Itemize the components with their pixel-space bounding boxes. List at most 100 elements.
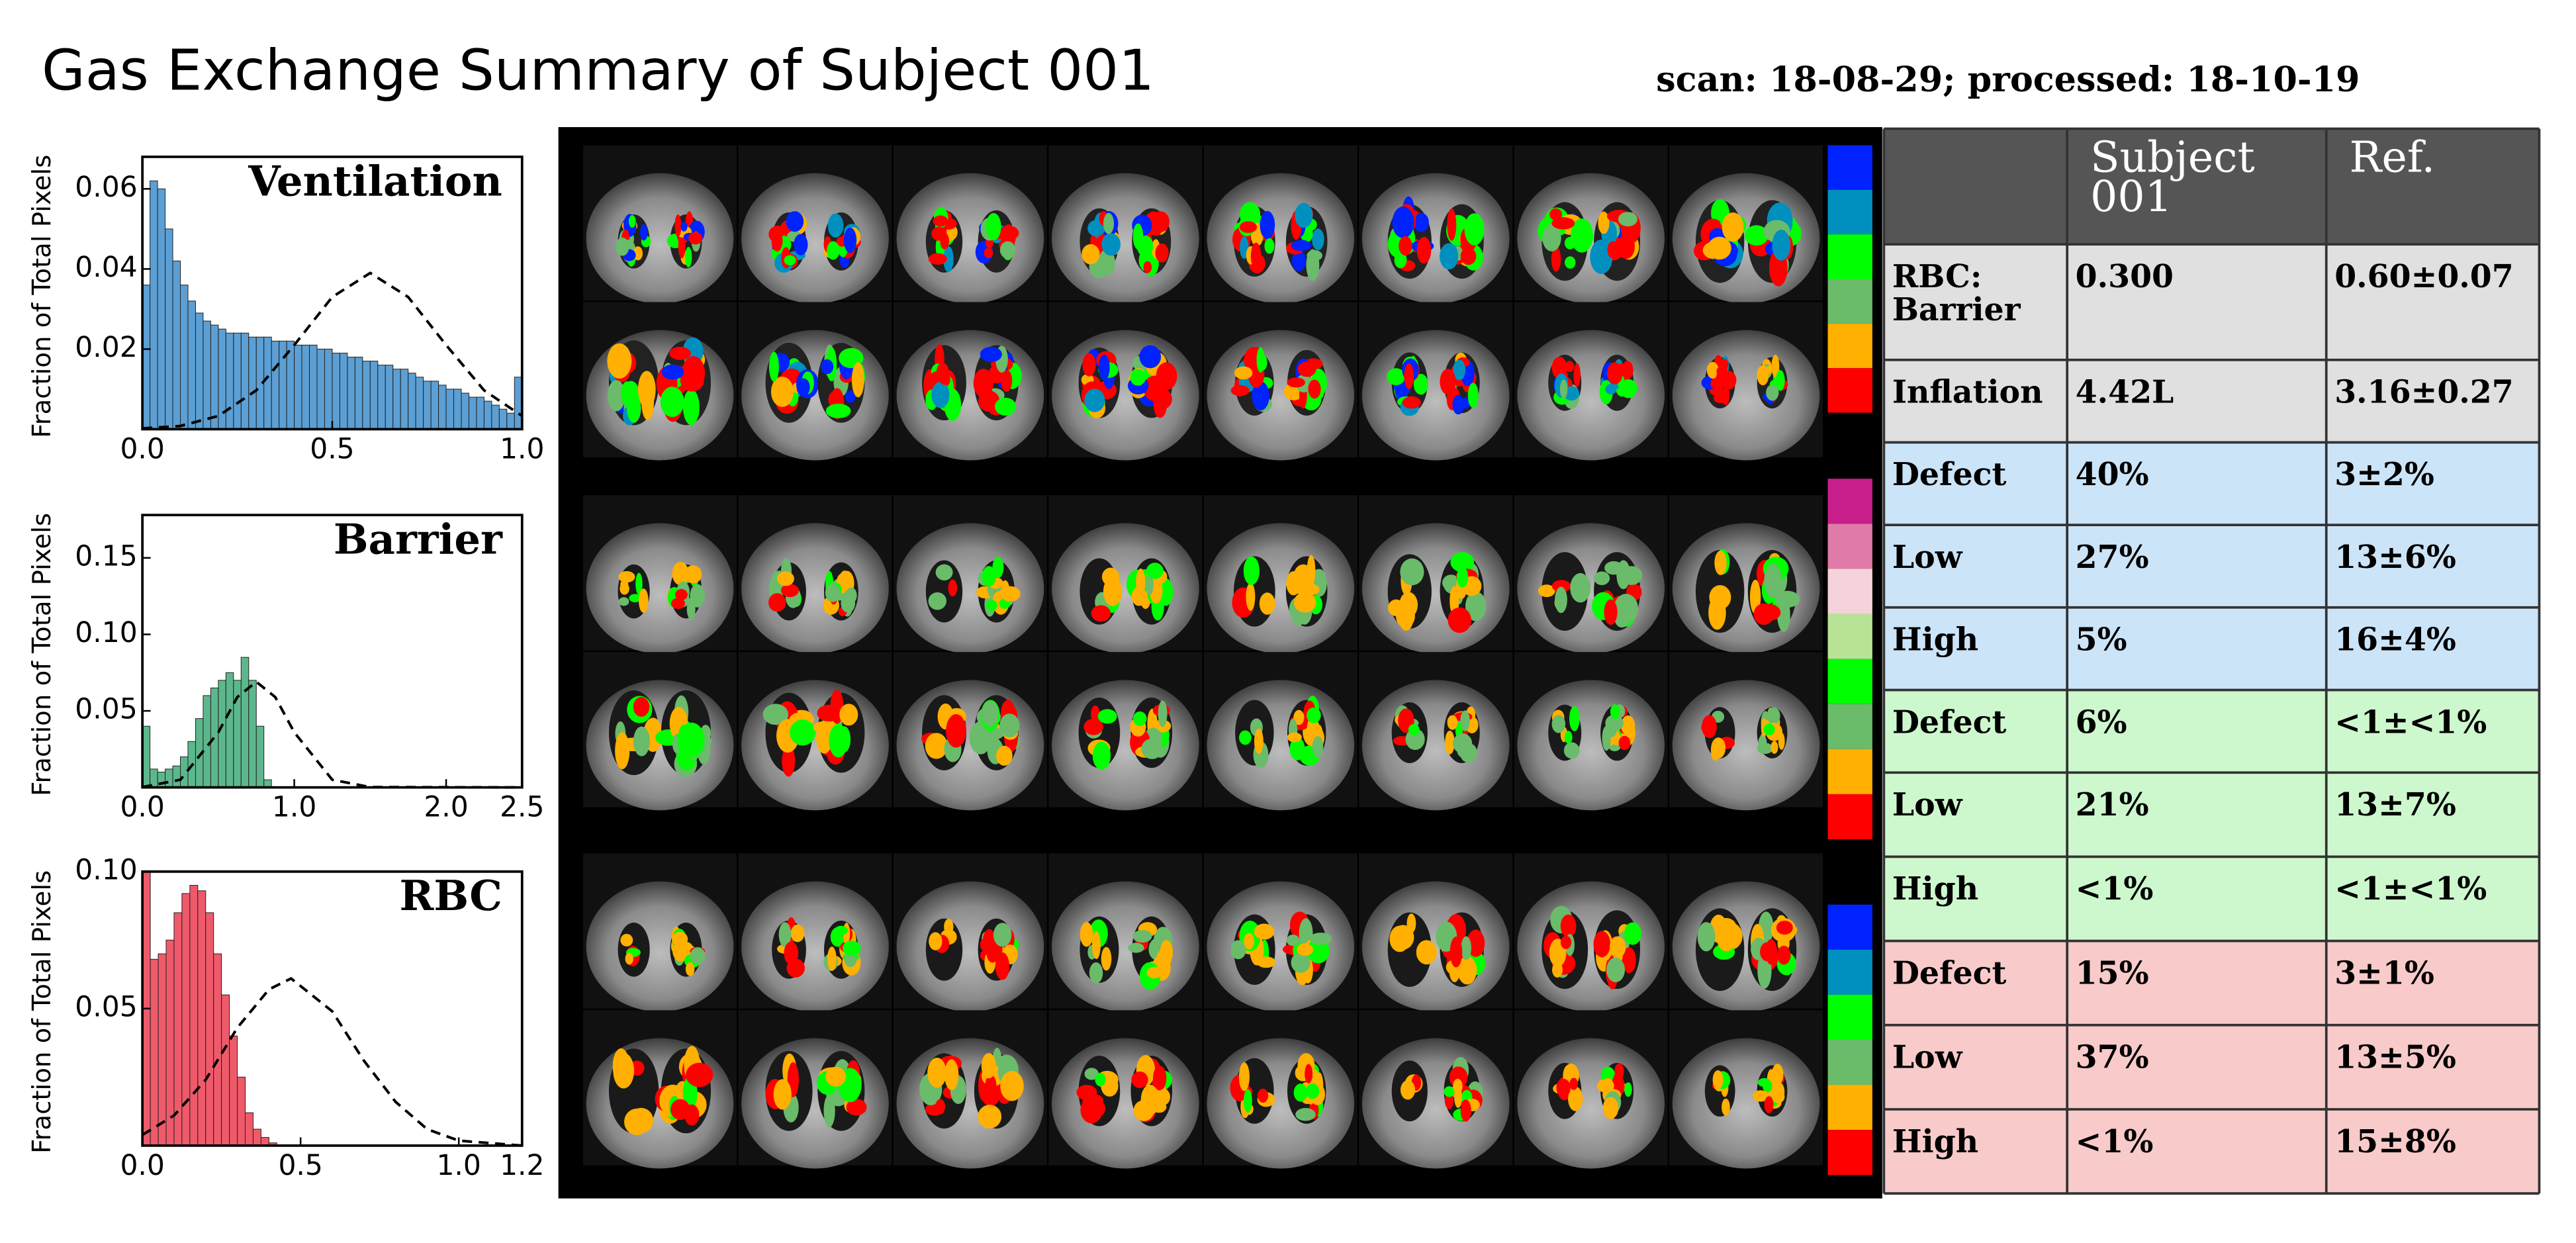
bar [229,1035,238,1146]
signal-patch [820,359,834,375]
y-axis-label: Fraction of Total Pixels [27,513,57,796]
bar [453,389,462,430]
signal-patch [827,241,840,260]
table-cell: 15% [2075,956,2149,992]
colorbar-swatch [1827,323,1872,369]
histogram: 0.02 0.04 0.06 0.0 0.5 1.0 Ventilation Fraction… [27,155,544,465]
table-cell: <1% [2075,871,2154,908]
y-tick-label: 0.05 [75,693,137,725]
signal-patch [781,584,799,598]
signal-patch [1453,1078,1463,1095]
body [896,330,1044,461]
signal-patch [661,364,684,380]
signal-patch [1160,940,1173,965]
body [1672,881,1820,1012]
signal-patch [839,570,851,590]
colorbar-swatch [1827,994,1872,1040]
signal-patch [1440,243,1459,270]
signal-patch [1757,1078,1771,1087]
signal-patch [1103,212,1115,234]
signal-patch [980,346,1002,362]
bar [180,756,189,788]
signal-patch [1614,609,1630,628]
colorbar-swatch [1827,794,1872,839]
bar [233,332,242,430]
body [1517,1038,1665,1169]
x-tick-label: 1.0 [436,1149,481,1181]
body [1207,680,1355,811]
slice [1048,302,1203,461]
bar [392,369,401,430]
signal-patch [929,932,943,950]
signal-patch [1238,730,1252,745]
signal-patch [933,215,948,227]
body [1052,330,1199,461]
body [741,680,889,811]
x-tick-label: 0.0 [120,1149,164,1181]
signal-patch [1289,737,1305,760]
signal-patch [984,248,993,259]
signal-patch [1095,1072,1106,1087]
signal-patch [1771,1064,1784,1085]
signal-patch [618,571,635,583]
signal-patch [1448,607,1471,633]
signal-patch [1087,220,1105,237]
signal-patch [1307,707,1321,723]
bar [445,389,455,430]
slice [1514,1010,1668,1169]
table-row-bg [1884,359,2540,443]
signal-patch [1564,1065,1573,1076]
slice [738,302,892,461]
signal-patch [1400,558,1424,586]
signal-patch [1776,945,1791,965]
signal-patch [935,1099,946,1115]
signal-patch [1605,714,1624,731]
bar [491,404,500,430]
bar [213,953,222,1146]
signal-patch [633,697,650,717]
signal-patch [1447,715,1458,730]
colorbar-swatch [1827,614,1872,659]
slice [738,1010,892,1169]
signal-patch [1565,256,1576,269]
signal-patch [1158,700,1168,727]
signal-patch [1766,384,1779,401]
signal-patch [1622,361,1633,380]
table-header-bg [1884,128,2540,245]
bar [210,687,219,788]
reference-curve [142,680,522,789]
bar [172,260,181,430]
bar [150,180,158,430]
reference-curve [142,271,523,430]
signal-patch [813,721,837,734]
signal-patch [790,924,805,943]
signal-patch [1716,367,1724,377]
signal-patch [794,234,808,255]
table-cell-box: Ref. [2350,137,2436,180]
colorbar-swatch [1827,1039,1872,1085]
body [1361,330,1510,461]
bar [377,365,386,430]
bar [237,1076,246,1146]
signal-patch [1551,246,1561,272]
signal-patch [1613,1072,1622,1087]
body [741,173,889,304]
signal-patch [675,588,688,601]
bar [461,392,469,430]
signal-patch [1101,233,1121,256]
table-cell-box: High [1892,1126,1978,1159]
signal-patch [1775,370,1785,391]
signal-patch [969,721,992,755]
reference-curve [142,976,522,1147]
signal-patch [1711,737,1726,759]
signal-patch [1305,1064,1313,1083]
bar [248,680,257,788]
table-row-bg [1884,525,2540,608]
signal-patch [680,221,688,232]
signal-patch [620,933,633,946]
signal-patch [985,238,993,248]
body [1517,680,1665,811]
signal-patch [1139,345,1162,369]
bar [339,352,348,430]
bar [172,765,181,788]
